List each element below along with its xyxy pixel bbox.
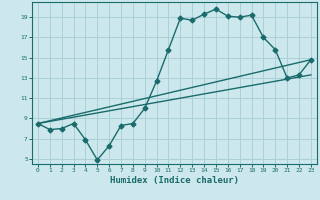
X-axis label: Humidex (Indice chaleur): Humidex (Indice chaleur) xyxy=(110,176,239,185)
